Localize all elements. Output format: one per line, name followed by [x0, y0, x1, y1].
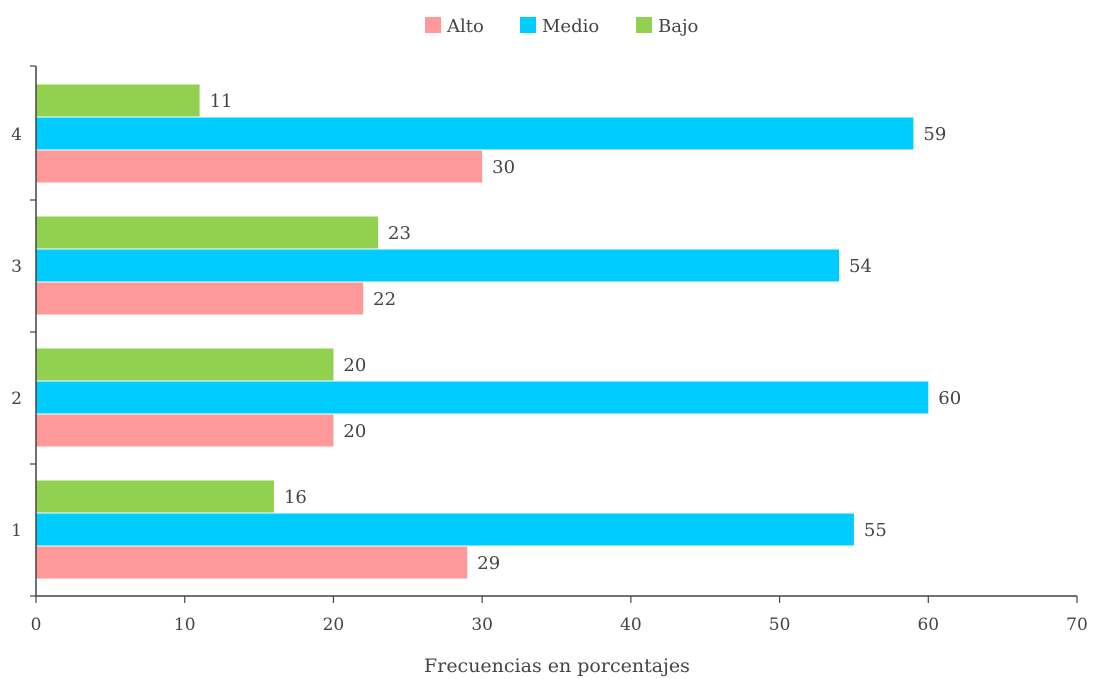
legend-swatch-alto — [425, 17, 441, 33]
x-tick-label-60: 60 — [917, 615, 939, 635]
bar-medio-4 — [36, 117, 914, 150]
legend-swatch-bajo — [636, 17, 652, 33]
x-tick-label-40: 40 — [620, 615, 642, 635]
legend-label-medio: Medio — [542, 16, 599, 37]
x-tick-label-70: 70 — [1066, 615, 1088, 635]
bar-medio-2 — [36, 381, 929, 414]
bar-alto-1 — [36, 546, 468, 579]
data-label-medio-2: 60 — [938, 388, 961, 409]
data-label-alto-4: 30 — [492, 157, 515, 178]
bar-alto-2 — [36, 414, 334, 447]
legend-label-alto: Alto — [446, 16, 484, 37]
x-tick-label-0: 0 — [31, 615, 42, 635]
x-axis-title: Frecuencias en porcentajes — [424, 655, 690, 677]
data-label-medio-3: 54 — [849, 256, 872, 277]
x-tick-label-10: 10 — [174, 615, 196, 635]
bar-bajo-1 — [36, 480, 274, 513]
legend-label-bajo: Bajo — [658, 16, 698, 37]
x-tick-label-50: 50 — [769, 615, 791, 635]
y-tick-label-1: 1 — [11, 521, 22, 541]
data-label-medio-1: 55 — [864, 520, 887, 541]
data-label-bajo-2: 20 — [343, 355, 366, 376]
data-label-alto-3: 22 — [373, 289, 396, 310]
data-label-medio-4: 59 — [923, 124, 946, 145]
y-tick-label-4: 4 — [11, 125, 22, 145]
bar-alto-4 — [36, 150, 483, 183]
value-labels: 29 55 16 20 60 20 22 54 23 30 59 11 — [210, 91, 962, 574]
y-tick-label-2: 2 — [11, 389, 22, 409]
bar-alto-3 — [36, 282, 364, 315]
x-tick-label-30: 30 — [471, 615, 493, 635]
bar-bajo-2 — [36, 348, 334, 381]
bars — [36, 84, 929, 579]
legend-swatch-medio — [520, 17, 536, 33]
data-label-alto-1: 29 — [477, 553, 500, 574]
bar-bajo-3 — [36, 216, 379, 249]
legend: Alto Medio Bajo — [425, 16, 698, 37]
x-tick-label-20: 20 — [323, 615, 345, 635]
bar-bajo-4 — [36, 84, 200, 117]
data-label-bajo-3: 23 — [388, 223, 411, 244]
data-label-alto-2: 20 — [343, 421, 366, 442]
bar-medio-3 — [36, 249, 840, 282]
data-label-bajo-4: 11 — [210, 91, 233, 112]
bar-medio-1 — [36, 513, 854, 546]
y-tick-label-3: 3 — [11, 257, 22, 277]
data-label-bajo-1: 16 — [284, 487, 307, 508]
